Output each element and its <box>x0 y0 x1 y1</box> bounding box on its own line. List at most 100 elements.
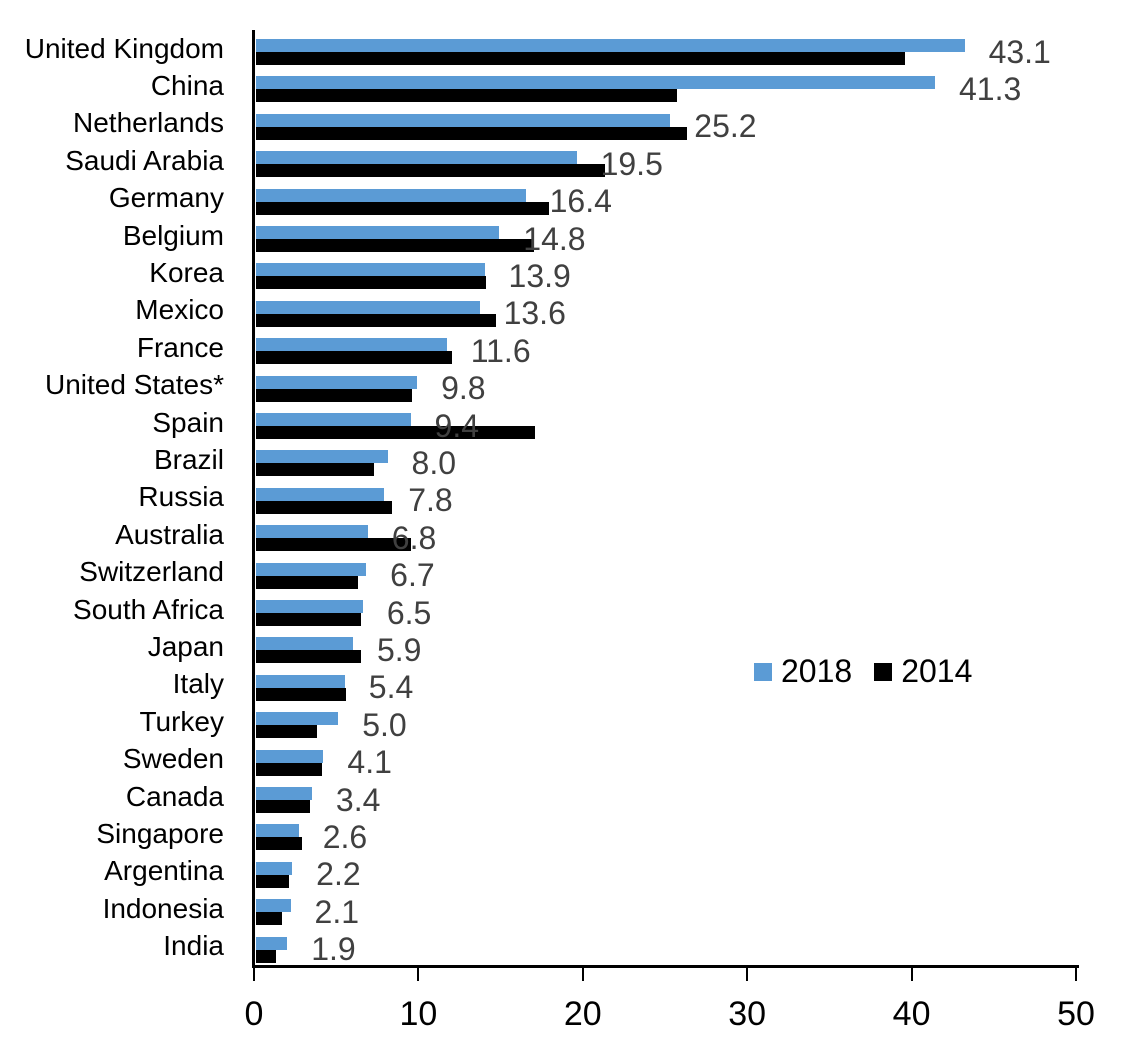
value-label: 7.8 <box>408 482 453 519</box>
bar-2018 <box>256 375 418 389</box>
bar-2018 <box>256 188 526 202</box>
bar-2014 <box>256 949 276 963</box>
bar-2018 <box>256 712 339 726</box>
bar-2014 <box>256 500 393 514</box>
x-axis-line <box>252 965 1079 968</box>
value-label: 9.4 <box>434 407 480 444</box>
category-label: South Africa <box>73 593 224 625</box>
bar-2018 <box>256 226 500 239</box>
x-tick-mark <box>417 968 420 981</box>
bar-2014 <box>256 52 906 65</box>
category-label: United States* <box>45 369 224 401</box>
x-tick-label: 0 <box>244 995 264 1033</box>
y-axis-line <box>252 30 255 968</box>
x-tick-label: 50 <box>1057 995 1095 1033</box>
category-label: Japan <box>147 631 224 663</box>
bar-2014 <box>256 239 534 252</box>
bar-2018 <box>256 263 485 277</box>
category-label: Germany <box>108 182 224 214</box>
value-label: 43.1 <box>988 33 1051 70</box>
value-label: 16.4 <box>549 183 612 220</box>
bar-2014 <box>256 538 411 552</box>
category-label: Brazil <box>153 444 224 476</box>
bar-2018 <box>256 749 324 763</box>
bar-2018 <box>256 674 345 688</box>
bar-2018 <box>256 787 312 800</box>
value-label: 6.5 <box>386 594 432 631</box>
category-label: United Kingdom <box>24 32 224 64</box>
bar-2018 <box>256 113 671 127</box>
bar-2014 <box>256 687 347 701</box>
bar-2014 <box>256 837 303 851</box>
value-label: 6.8 <box>391 519 437 556</box>
value-label: 3.4 <box>335 781 381 818</box>
legend-entry-2018: 2018 <box>754 653 852 690</box>
value-label: 2.2 <box>316 856 361 893</box>
bar-2014 <box>256 874 289 888</box>
bar-2014 <box>256 762 322 776</box>
bar-2014 <box>256 201 549 215</box>
value-label: 41.3 <box>958 70 1022 107</box>
bar-2014 <box>256 725 317 739</box>
value-label: 1.9 <box>311 931 356 968</box>
x-tick-mark <box>1075 968 1077 981</box>
bar-2014 <box>256 276 487 290</box>
value-label: 2.6 <box>322 818 368 855</box>
bar-2014 <box>256 575 358 589</box>
bar-2014 <box>256 650 362 664</box>
value-label: 11.6 <box>470 332 531 369</box>
bar-2018 <box>256 151 577 165</box>
value-label: 6.7 <box>390 557 435 594</box>
bar-2018 <box>256 487 385 501</box>
x-tick-label: 20 <box>563 995 602 1033</box>
value-label: 13.9 <box>508 257 571 294</box>
bar-2014 <box>256 388 413 402</box>
category-label: Saudi Arabia <box>65 144 224 176</box>
bar-2018 <box>256 525 368 539</box>
bar-2018 <box>256 76 935 90</box>
bar-2018 <box>256 300 480 314</box>
legend-swatch-2018 <box>754 662 772 681</box>
legend-label-2018: 2018 <box>781 653 853 689</box>
category-label: Singapore <box>96 818 224 850</box>
bar-2014 <box>256 164 605 178</box>
x-tick-label: 40 <box>892 995 931 1033</box>
bar-2014 <box>256 426 536 439</box>
value-label: 4.1 <box>347 744 392 781</box>
category-label: Turkey <box>139 705 224 737</box>
x-tick-label: 10 <box>399 995 438 1033</box>
value-label: 8.0 <box>411 444 456 481</box>
category-label: Korea <box>149 257 224 289</box>
bar-2014 <box>256 912 283 926</box>
legend: 2018 2014 <box>754 653 972 690</box>
bar-2018 <box>256 600 363 613</box>
bar-2018 <box>256 861 293 875</box>
category-label: Netherlands <box>73 107 224 139</box>
value-label: 14.8 <box>523 220 586 257</box>
value-label: 2.1 <box>314 893 359 930</box>
category-label: Indonesia <box>102 892 224 924</box>
category-label: Belgium <box>122 219 224 251</box>
category-label: Mexico <box>135 294 224 326</box>
bar-2018 <box>256 637 353 651</box>
category-label: India <box>163 930 224 962</box>
value-label: 19.5 <box>600 145 663 182</box>
value-label: 13.6 <box>503 295 566 332</box>
category-label: Sweden <box>122 743 224 775</box>
legend-label-2014: 2014 <box>901 653 973 689</box>
value-label: 25.2 <box>694 108 757 145</box>
legend-swatch-2014 <box>874 662 893 681</box>
bar-2018 <box>256 450 388 464</box>
bar-2018 <box>256 338 447 352</box>
bar-2014 <box>256 89 677 103</box>
x-tick-mark <box>253 968 255 981</box>
category-label: Canada <box>125 780 224 812</box>
bar-2018 <box>256 899 291 913</box>
bar-2018 <box>256 936 288 950</box>
bar-2018 <box>256 824 299 838</box>
value-label: 5.0 <box>362 706 407 743</box>
x-tick-label: 30 <box>728 995 767 1033</box>
category-label: Switzerland <box>79 556 224 588</box>
value-label: 9.8 <box>441 370 486 407</box>
